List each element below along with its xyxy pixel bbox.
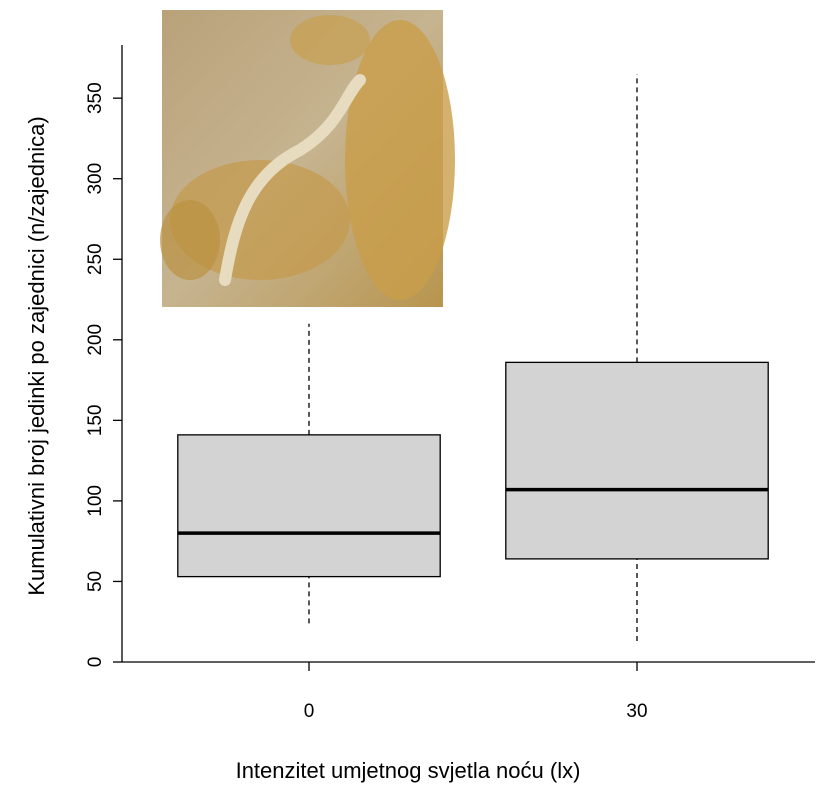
x-tick-label: 0 <box>304 701 315 722</box>
y-tick-label: 250 <box>85 243 106 275</box>
y-tick-label: 150 <box>85 405 106 437</box>
y-tick-label: 100 <box>85 485 106 517</box>
y-tick-label: 200 <box>85 324 106 356</box>
inset-photo <box>160 10 455 307</box>
x-tick-label: 30 <box>626 701 647 722</box>
x-axis-label: Intenzitet umjetnog svjetla noću (lx) <box>236 758 581 783</box>
y-tick-label: 50 <box>85 571 106 592</box>
y-tick-label: 350 <box>85 82 106 114</box>
y-tick-label: 0 <box>85 657 106 668</box>
box <box>177 434 441 578</box>
y-axis-label: Kumulativni broj jedinki po zajednici (n… <box>24 116 49 595</box>
box <box>505 361 769 560</box>
y-tick-label: 300 <box>85 163 106 195</box>
